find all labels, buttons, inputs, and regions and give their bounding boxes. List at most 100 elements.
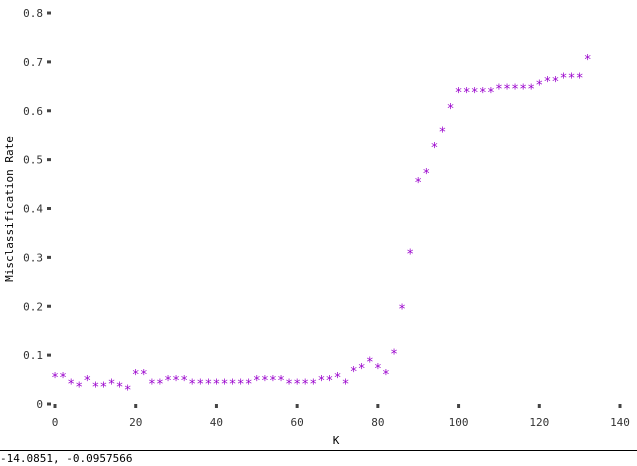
data-point: * bbox=[172, 374, 180, 389]
data-point: * bbox=[188, 377, 196, 392]
x-tick-label: 60 bbox=[291, 416, 304, 429]
x-tick-label: 40 bbox=[210, 416, 223, 429]
y-tick-mark bbox=[47, 207, 51, 210]
y-axis-label: Misclassification Rate bbox=[3, 136, 16, 282]
data-point: * bbox=[406, 247, 414, 262]
data-point: * bbox=[398, 303, 406, 318]
status-bar: -14.0851, -0.0957566 bbox=[0, 450, 637, 466]
data-point: * bbox=[75, 380, 83, 395]
data-points: * * * * * * * * * ** ** * * * * * * * * * * * * * * * * * * * * * * * ** * *… bbox=[51, 53, 592, 398]
data-point: * bbox=[382, 368, 390, 383]
data-point: * bbox=[91, 380, 99, 395]
data-point: * bbox=[221, 377, 229, 392]
data-point: * bbox=[213, 377, 221, 392]
y-tick-mark bbox=[47, 11, 51, 15]
cursor-coordinate-readout: -14.0851, -0.0957566 bbox=[0, 452, 133, 465]
y-tick-label: 0.6 bbox=[23, 105, 43, 118]
data-point: * bbox=[487, 86, 495, 101]
data-point: * bbox=[253, 374, 261, 389]
data-point: * bbox=[204, 377, 212, 392]
data-point: * bbox=[342, 377, 350, 392]
data-point: * bbox=[301, 377, 309, 392]
y-tick-label: 0.1 bbox=[23, 349, 43, 362]
y-tick-label: 0.7 bbox=[23, 56, 43, 69]
data-point: * bbox=[568, 72, 576, 87]
x-tick-mark bbox=[214, 404, 218, 408]
data-point: * bbox=[261, 374, 269, 389]
data-point: * bbox=[132, 368, 140, 383]
data-point: * bbox=[67, 377, 75, 392]
data-point: * bbox=[237, 377, 245, 392]
data-point: * bbox=[552, 75, 560, 90]
data-point: * bbox=[519, 82, 527, 97]
data-point: * bbox=[430, 141, 438, 156]
data-point: * bbox=[100, 380, 108, 395]
data-point: * bbox=[414, 176, 422, 191]
data-point: * bbox=[334, 371, 342, 386]
data-point: * bbox=[164, 374, 172, 389]
x-tick-mark bbox=[457, 404, 461, 408]
data-point: * bbox=[535, 78, 543, 93]
data-point: * bbox=[140, 368, 148, 383]
data-point: * bbox=[527, 82, 535, 97]
data-point: * bbox=[277, 374, 285, 389]
data-point: * bbox=[326, 374, 334, 389]
data-point: * bbox=[229, 377, 237, 392]
data-point: * bbox=[495, 82, 503, 97]
x-tick-mark bbox=[134, 404, 138, 408]
data-point: * bbox=[447, 102, 455, 117]
data-point: * bbox=[366, 356, 374, 371]
x-tick-mark bbox=[618, 404, 622, 408]
data-point: * bbox=[543, 75, 551, 90]
x-tick-label: 80 bbox=[371, 416, 384, 429]
data-point: * bbox=[439, 125, 447, 140]
data-point: * bbox=[455, 86, 463, 101]
y-tick-mark bbox=[47, 402, 51, 406]
scatter-chart: K Misclassification Rate 0 20 40 60 80 100 120… bbox=[3, 7, 630, 447]
data-point: * bbox=[471, 86, 479, 101]
plot-area[interactable]: K Misclassification Rate 0 20 40 60 80 100 120… bbox=[0, 0, 637, 452]
data-point: * bbox=[51, 371, 59, 386]
x-tick-label: 140 bbox=[610, 416, 630, 429]
y-tick-mark bbox=[47, 304, 51, 308]
y-tick-mark bbox=[47, 255, 51, 259]
x-tick-mark bbox=[53, 404, 57, 408]
data-point: * bbox=[124, 383, 132, 398]
x-axis-label: K bbox=[333, 434, 340, 447]
data-point: * bbox=[269, 374, 277, 389]
data-point: * bbox=[293, 377, 301, 392]
data-point: * bbox=[285, 377, 293, 392]
y-tick-label: 0 bbox=[36, 398, 43, 411]
data-point: * bbox=[180, 374, 188, 389]
y-tick-label: 0.8 bbox=[23, 7, 43, 20]
y-tick-label: 0.2 bbox=[23, 300, 43, 313]
data-point: * bbox=[358, 362, 366, 377]
data-point: * bbox=[156, 377, 164, 392]
data-point: * bbox=[148, 377, 156, 392]
data-point: * bbox=[245, 377, 253, 392]
y-tick-label: 0.3 bbox=[23, 251, 43, 264]
data-point: * bbox=[479, 86, 487, 101]
y-tick-label: 0.4 bbox=[23, 203, 43, 216]
data-point: * bbox=[463, 86, 471, 101]
data-point: * bbox=[116, 380, 124, 395]
y-tick-mark bbox=[47, 158, 51, 162]
data-point: * bbox=[576, 72, 584, 87]
data-point: * bbox=[422, 167, 430, 182]
x-tick-label: 0 bbox=[52, 416, 59, 429]
y-tick-label: 0.5 bbox=[23, 154, 43, 167]
y-axis-ticks: 0 0.1 0.2 0.3 0.4 0.5 0.6 0.7 0.8 bbox=[23, 7, 51, 411]
x-tick-label: 100 bbox=[449, 416, 469, 429]
x-axis-ticks: 0 20 40 60 80 100 120 140 bbox=[52, 404, 630, 429]
data-point: * bbox=[584, 53, 592, 68]
data-point: * bbox=[83, 374, 91, 389]
x-tick-mark bbox=[537, 404, 541, 408]
data-point: * bbox=[59, 371, 67, 386]
y-tick-mark bbox=[47, 109, 51, 113]
x-tick-mark bbox=[295, 404, 299, 408]
data-point: * bbox=[309, 377, 317, 392]
y-tick-mark bbox=[47, 60, 51, 64]
data-point: * bbox=[503, 82, 511, 97]
y-tick-mark bbox=[47, 353, 51, 357]
data-point: * bbox=[511, 82, 519, 97]
